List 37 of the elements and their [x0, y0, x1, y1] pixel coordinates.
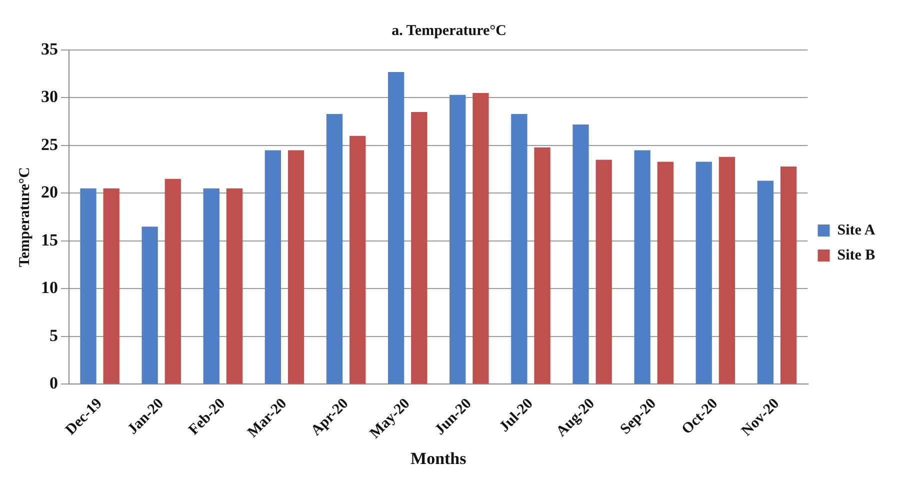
- bar: [388, 72, 404, 384]
- bar: [288, 150, 304, 384]
- y-tick-label: 30: [41, 87, 58, 106]
- y-tick-label: 10: [41, 278, 58, 298]
- bar: [326, 114, 343, 384]
- y-tick-label: 20: [41, 182, 58, 202]
- chart-title: a. Temperature°C: [392, 22, 506, 39]
- y-tick-label: 5: [50, 326, 58, 345]
- bar: [718, 156, 736, 384]
- bar: [696, 162, 712, 384]
- bar: [596, 160, 612, 384]
- y-tick-label: 0: [50, 374, 58, 393]
- bar: [80, 188, 96, 384]
- bar: [534, 147, 550, 384]
- bar: [634, 150, 650, 384]
- bar: [142, 226, 158, 384]
- bar: [103, 188, 120, 384]
- bar: [203, 188, 220, 384]
- x-axis-title: Months: [410, 449, 467, 468]
- y-axis-title: Temperature°C: [16, 166, 33, 268]
- bar: [450, 94, 466, 384]
- bar: [757, 180, 774, 384]
- y-tick-label: 35: [41, 39, 58, 58]
- bar: [472, 92, 489, 384]
- bar: [349, 136, 366, 384]
- legend-label: Site B: [837, 247, 876, 264]
- bar: [657, 162, 674, 384]
- y-tick-label: 25: [41, 134, 58, 154]
- bar: [411, 112, 428, 384]
- bar: [164, 178, 181, 384]
- bar: [572, 124, 589, 384]
- bar: [226, 188, 243, 384]
- y-tick-label: 15: [41, 230, 58, 250]
- bar: [264, 150, 282, 384]
- legend-label: Site A: [837, 222, 876, 238]
- bar: [511, 114, 528, 384]
- bar: [780, 166, 797, 384]
